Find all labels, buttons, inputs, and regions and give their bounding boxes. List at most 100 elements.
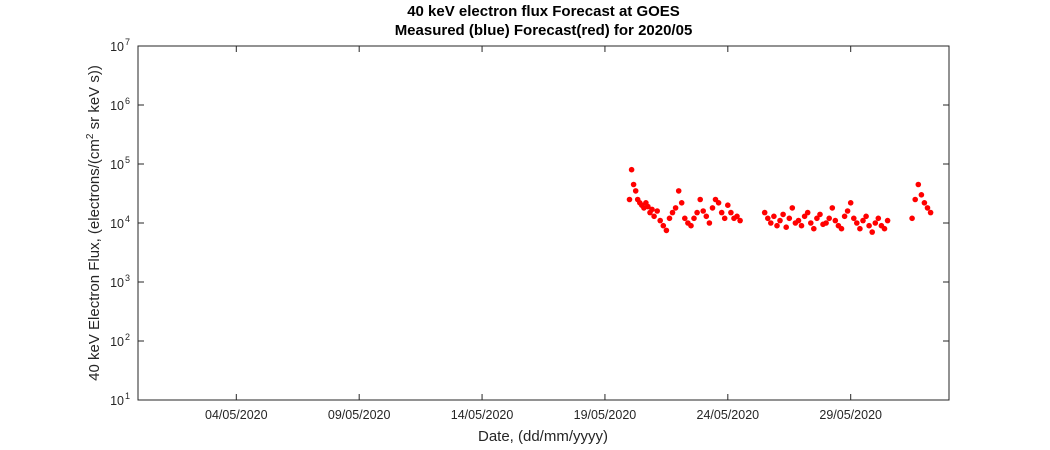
data-point: [697, 196, 703, 203]
data-point: [709, 205, 716, 211]
data-point: [804, 209, 811, 216]
chart-subtitle: Measured (blue) Forecast(red) for 2020/0…: [394, 22, 693, 39]
y-tick-exponent: 1: [125, 391, 130, 401]
data-point: [927, 209, 934, 216]
data-point: [884, 217, 891, 224]
data-point: [909, 215, 915, 222]
data-point: [626, 196, 633, 203]
data-point: [675, 188, 682, 194]
data-point: [823, 220, 829, 226]
data-point: [663, 227, 670, 234]
data-point: [700, 208, 706, 214]
data-point: [654, 208, 660, 214]
y-tick-label: 10: [110, 335, 124, 349]
data-point: [801, 213, 808, 220]
data-point: [857, 225, 863, 232]
data-point: [863, 213, 869, 220]
y-tick-label: 10: [110, 158, 124, 172]
y-tick-label: 10: [110, 40, 124, 54]
data-point: [777, 217, 783, 224]
data-point: [811, 225, 817, 232]
chart-title: 40 keV electron flux Forecast at GOES: [407, 3, 680, 20]
x-tick-label: 19/05/2020: [574, 408, 637, 422]
x-tick-label: 14/05/2020: [451, 408, 514, 422]
data-point: [912, 196, 918, 203]
data-points: [626, 166, 934, 235]
data-point: [725, 202, 731, 208]
y-axis-label: 40 keV Electron Flux, (electrons/(cm2 sr…: [85, 65, 103, 381]
data-point: [728, 209, 734, 216]
data-point: [921, 200, 928, 206]
data-point: [774, 222, 780, 229]
data-point: [847, 200, 854, 206]
y-tick-label: 10: [110, 276, 124, 290]
data-point: [678, 200, 685, 206]
data-point: [771, 213, 777, 220]
data-point: [854, 220, 860, 226]
data-point: [765, 215, 771, 222]
data-point: [672, 205, 679, 211]
y-tick-label: 10: [110, 394, 124, 408]
data-point: [688, 222, 694, 229]
data-point: [915, 181, 922, 188]
y-tick-exponent: 3: [125, 273, 130, 283]
data-point: [826, 215, 832, 222]
data-point: [718, 209, 725, 216]
y-tick-exponent: 5: [125, 155, 130, 165]
data-point: [694, 209, 700, 216]
x-axis-label: Date, (dd/mm/yyyy): [478, 428, 608, 445]
x-tick-label: 09/05/2020: [328, 408, 391, 422]
data-point: [881, 225, 888, 232]
data-point: [866, 222, 872, 229]
data-point: [628, 166, 635, 173]
data-point: [666, 215, 673, 222]
x-tick-label: 29/05/2020: [819, 408, 882, 422]
data-point: [841, 213, 848, 220]
data-point: [630, 181, 637, 188]
data-point: [715, 200, 722, 206]
data-point: [875, 215, 882, 222]
data-point: [814, 215, 820, 222]
data-point: [808, 220, 814, 226]
data-point: [838, 225, 845, 232]
x-tick-label: 24/05/2020: [697, 408, 760, 422]
data-point: [872, 220, 879, 226]
y-tick-label: 10: [110, 217, 124, 231]
data-point: [786, 215, 793, 222]
data-point: [691, 215, 697, 222]
data-point: [768, 220, 774, 226]
y-tick-exponent: 6: [125, 96, 130, 106]
data-point: [734, 213, 740, 220]
data-point: [789, 205, 796, 211]
data-point: [798, 222, 805, 229]
data-point: [761, 209, 768, 216]
data-point: [737, 217, 743, 224]
y-tick-label: 10: [110, 99, 124, 113]
y-tick-exponent: 2: [125, 332, 130, 342]
data-point: [660, 222, 667, 229]
data-point: [832, 217, 839, 224]
y-tick-exponent: 4: [125, 214, 130, 224]
data-point: [918, 192, 925, 198]
data-point: [780, 211, 786, 218]
data-point: [632, 188, 639, 194]
data-point: [783, 224, 789, 230]
data-point: [657, 217, 663, 224]
data-point: [817, 211, 823, 218]
data-point: [829, 205, 836, 211]
data-point: [706, 220, 713, 226]
data-point: [645, 203, 651, 210]
data-point: [682, 215, 688, 222]
data-point: [721, 215, 728, 222]
data-point: [795, 217, 802, 224]
x-tick-label: 04/05/2020: [205, 408, 268, 422]
data-point: [924, 205, 931, 211]
data-point: [851, 215, 857, 222]
data-point: [649, 206, 655, 213]
data-point: [844, 208, 851, 214]
data-point: [860, 217, 866, 224]
data-point: [869, 229, 875, 235]
x-axis-ticks: 04/05/2020 09/05/2020 14/05/2020 19/05/2020…: [205, 46, 882, 422]
